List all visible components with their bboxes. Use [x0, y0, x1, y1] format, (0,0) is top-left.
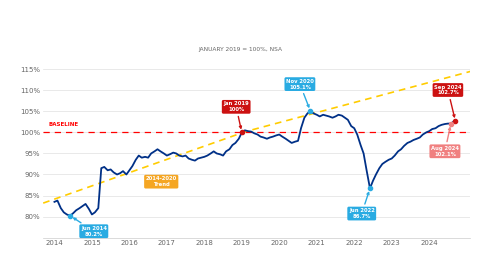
- Text: Sep 2024
102.7%: Sep 2024 102.7%: [434, 85, 462, 117]
- Text: Nov 2020
105.1%: Nov 2020 105.1%: [286, 79, 314, 107]
- Text: Jun 2014
80.2%: Jun 2014 80.2%: [74, 218, 107, 237]
- Text: JANUARY 2019 = 100%, NSA: JANUARY 2019 = 100%, NSA: [198, 48, 282, 52]
- Text: PRIMERICA HBI™: PRIMERICA HBI™: [181, 16, 299, 29]
- Text: Jun 2022
86.7%: Jun 2022 86.7%: [349, 193, 375, 219]
- Text: BASELINE: BASELINE: [49, 122, 79, 127]
- Text: Aug 2024
102.1%: Aug 2024 102.1%: [431, 128, 459, 157]
- Text: Jan 2019
100%: Jan 2019 100%: [223, 102, 249, 128]
- Text: 2014-2020
Trend: 2014-2020 Trend: [145, 176, 177, 187]
